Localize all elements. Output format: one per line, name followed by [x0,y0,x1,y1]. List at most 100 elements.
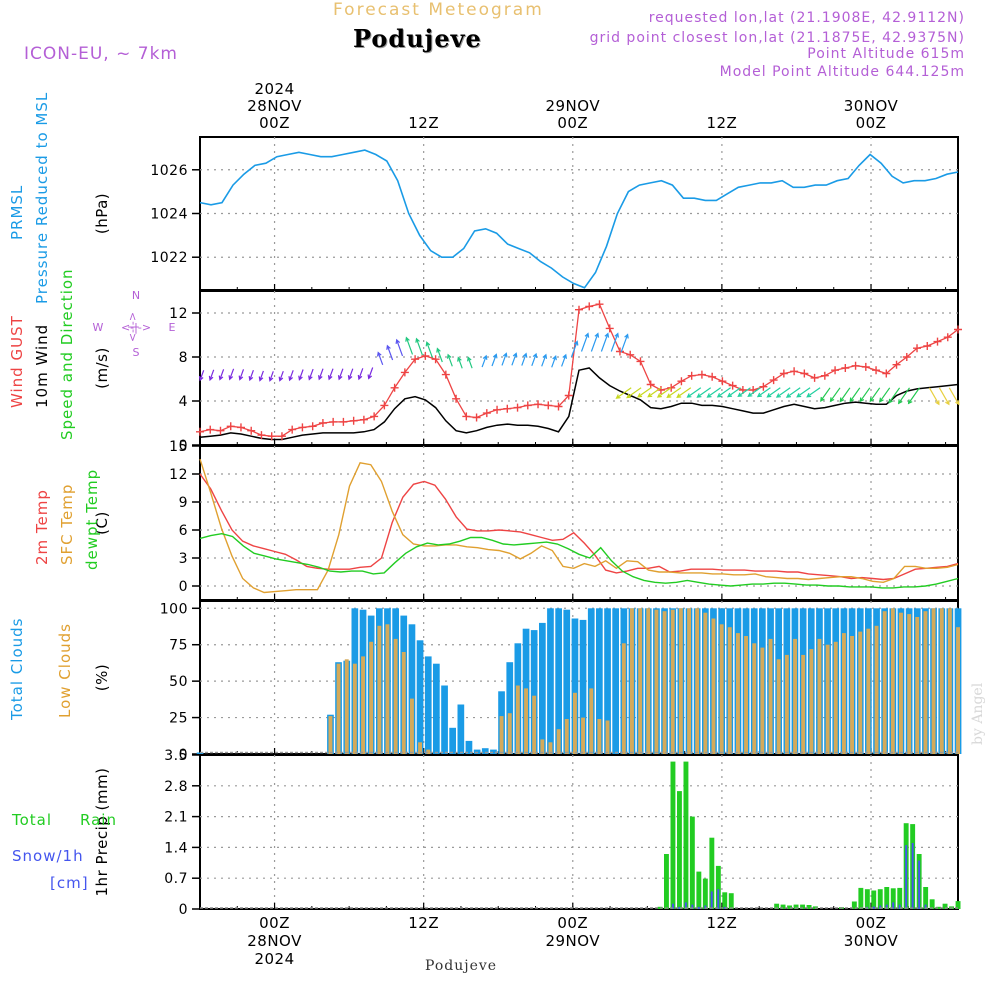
wind-direction-arrow [386,344,394,361]
low-clouds-bar [361,656,365,754]
low-clouds-bar [352,663,357,754]
wind-gust-marker [728,381,737,390]
low-clouds-bar [899,612,903,754]
wind-direction-arrow [775,387,791,398]
wind-direction-arrow [248,369,254,382]
wind-gust-marker [697,370,706,379]
wind-gust-marker [933,337,942,346]
compass-e: E [169,321,176,334]
wind-direction-arrow [716,387,731,398]
rain-bar [884,887,890,909]
rain-bar [923,887,929,909]
wind-gust-marker [861,362,870,371]
wind-direction-arrow [948,387,960,406]
total-clouds-bar [449,727,456,754]
total-clouds-bar [481,748,489,754]
wind-gust-marker [943,333,952,342]
wind-direction-arrow [501,352,508,366]
rain-bar [722,892,728,909]
wind-direction-arrow [298,369,304,381]
wind-direction-arrow [829,387,841,403]
wind-gust-marker [247,426,256,435]
temp-2m-line [199,473,959,581]
wind-gust-marker [851,361,860,370]
low-clouds-bar [874,625,879,754]
wind-direction-arrow [570,340,579,358]
low-clouds-bar [426,749,431,754]
wind-gust-marker [318,419,327,427]
temp-sfc-line [199,458,959,594]
low-clouds-bar [842,633,846,754]
low-clouds-bar [711,618,716,754]
title-total: Total [11,811,52,829]
low-clouds-bar [817,638,822,754]
axis-label-pressure: (hPa) [93,193,111,234]
wind-gust-marker [564,391,573,400]
time-label-top: 29NOV [545,97,600,115]
requested-coords: requested lon,lat (21.1908E, 42.9112N) [648,10,965,26]
footer-station: Podujeve [425,958,498,974]
y-tick-label: 1.4 [164,840,188,856]
wind-direction-arrow [446,353,453,367]
wind-direction-arrow [347,368,354,381]
wind-gust-marker [646,380,655,389]
low-clouds-bar [695,608,700,754]
axis-label-temperature: (C) [93,511,111,535]
wind-direction-arrow [600,332,610,352]
title-sfc-temp: SFC Temp [58,484,76,565]
wind-direction-arrow [869,387,881,403]
compass-w: W [93,321,104,334]
wind-gust-marker [236,423,245,432]
low-clouds-bar [393,638,398,754]
title-total-clouds: Total Clouds [8,618,26,721]
rain-bar [787,905,792,909]
wind-direction-arrow [928,387,940,406]
low-clouds-bar [703,612,708,754]
total-clouds-bar [490,749,497,754]
wind-direction-arrow [541,353,548,367]
total-clouds-bar [506,662,514,754]
rain-bar [800,904,805,909]
time-label-top: 28NOV [247,97,302,115]
low-clouds-bar [385,624,390,754]
wind-gust-marker [595,300,604,309]
low-clouds-bar [548,742,553,754]
model-label: ICON-EU, ~ 7km [24,44,178,64]
rain-bar [715,865,721,909]
snow-bar [691,904,694,909]
wind-direction-arrow [327,368,334,381]
total-clouds-bar [563,609,571,754]
grid-point-coords: grid point closest lon,lat (21.1875E, 42… [589,30,965,46]
wind-direction-arrow [656,387,672,398]
y-tick-label: 75 [169,638,188,654]
time-label-bottom: 29NOV [545,932,600,950]
wind-direction-arrow [907,387,920,405]
snow-bar [918,860,921,909]
time-label-bottom: 00Z [856,914,887,932]
wind-direction-arrow [676,387,692,399]
wind-gust-marker [585,302,594,311]
snow-bar [684,902,687,909]
snow-bar [723,906,726,909]
wind-direction-arrow [696,387,712,398]
low-clouds-bar [515,685,520,754]
wind-gust-marker [298,423,307,432]
low-clouds-bar [776,659,781,754]
wind-direction-arrow [436,347,443,363]
wind-gust-marker [380,401,389,410]
axis-label-clouds: (%) [93,664,111,691]
rain-bar [664,854,669,909]
rain-bar [858,887,864,909]
wind-direction-arrow [626,387,642,399]
wind-gust-marker [872,366,881,375]
low-clouds-bar [336,663,341,754]
wind-gust-marker [800,369,809,378]
compass-arrows-h: <-|-> [121,321,151,334]
low-clouds-bar [621,643,626,754]
low-clouds-bar [907,614,912,754]
total-clouds-bar [571,618,579,754]
wind-gust-marker [370,412,379,421]
compass-s: S [133,346,140,359]
low-clouds-bar [369,641,374,754]
